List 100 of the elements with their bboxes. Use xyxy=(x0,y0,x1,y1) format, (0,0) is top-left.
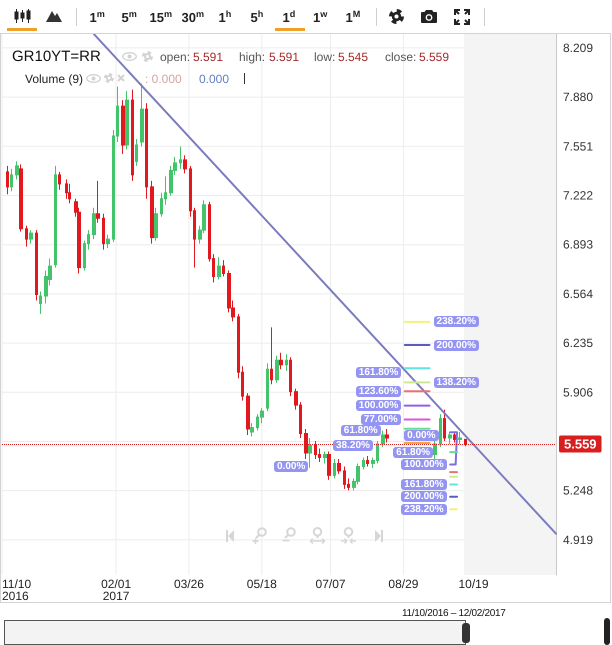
ref-line-label: 5.559 xyxy=(564,436,597,452)
x-tick-label: 03/26 xyxy=(174,577,204,591)
candlestick xyxy=(179,146,182,170)
candlestick xyxy=(308,438,312,468)
candlestick xyxy=(125,90,129,150)
text: GR10YT=RR xyxy=(12,48,101,64)
annotation: low: xyxy=(314,50,336,64)
candlestick xyxy=(275,355,279,384)
candlestick xyxy=(131,89,134,182)
candlestick xyxy=(135,138,138,166)
annotation: : 0.000 xyxy=(145,72,182,86)
candlestick xyxy=(343,466,346,490)
annotation: 61.80% xyxy=(340,425,381,436)
candlestick xyxy=(270,326,273,385)
x-tick-label: 02/01 2017 xyxy=(101,577,132,603)
annotation: 138.20% xyxy=(434,376,479,388)
candlestick xyxy=(25,225,28,248)
candlestick xyxy=(217,256,221,280)
candlestick xyxy=(250,422,254,438)
candlestick xyxy=(29,230,33,244)
candlestick xyxy=(102,213,105,250)
annotation: 5.559 xyxy=(419,50,450,64)
y-tick-label: 6.235 xyxy=(563,336,594,350)
text: 15$^{m}$ xyxy=(150,9,172,24)
y-tick-label: 7.880 xyxy=(563,90,594,104)
candlestick xyxy=(246,392,250,436)
candlestick xyxy=(279,352,283,370)
candlestick xyxy=(439,414,442,448)
x-tick-label: 10/19 xyxy=(458,577,489,591)
text: 5$^{h}$ xyxy=(250,9,264,24)
x-tick-label: 05/18 xyxy=(246,577,278,591)
candlestick xyxy=(35,230,38,301)
x-tick-label: 08/29 xyxy=(388,577,419,591)
text: 30$^{m}$ xyxy=(182,9,204,24)
y-tick-label: 8.209 xyxy=(563,40,594,55)
x-tick-label: 11/10 2016 xyxy=(2,577,32,603)
candlestick xyxy=(96,180,100,224)
annotation: 100.00% xyxy=(356,400,402,412)
candlestick xyxy=(448,432,452,445)
candlestick xyxy=(68,183,71,204)
text: 1$^{d}$ xyxy=(282,9,296,24)
candlestick xyxy=(54,165,57,268)
y-tick-label: 5.248 xyxy=(563,484,594,498)
candlestick xyxy=(183,154,187,174)
annotation: 0.00% xyxy=(404,430,438,441)
x-tick-label: 07/07 xyxy=(316,577,346,591)
candlestick xyxy=(65,178,68,200)
candlestick xyxy=(15,160,19,180)
annotation: 100.00% xyxy=(401,458,447,470)
candlestick xyxy=(458,432,462,445)
annotation: 123.60% xyxy=(356,386,402,397)
candlestick xyxy=(443,409,446,442)
candlestick xyxy=(333,458,336,479)
candlestick xyxy=(381,430,385,448)
text: 5$^{m}$ xyxy=(122,9,137,24)
candlestick xyxy=(10,168,13,192)
annotation: 0.00% xyxy=(274,460,308,472)
y-tick-label: 4.919 xyxy=(563,532,594,547)
candlestick xyxy=(6,165,9,195)
candlestick xyxy=(323,450,327,464)
candlestick xyxy=(145,102,148,200)
candlestick xyxy=(150,180,154,244)
candlestick xyxy=(285,354,288,372)
annotation: 5.591 xyxy=(193,50,224,64)
annotation: 161.80% xyxy=(401,479,447,490)
candlestick xyxy=(154,207,158,242)
candlestick xyxy=(289,356,292,397)
annotation: 238.20% xyxy=(401,504,447,515)
y-tick-label: 7.222 xyxy=(563,188,594,202)
text: 11/10/2016 – 12/02/2017 xyxy=(402,608,506,619)
annotation: 77.00% xyxy=(360,414,401,425)
text: 1$^{m}$ xyxy=(90,9,105,24)
candlestick xyxy=(366,455,369,467)
y-tick-label: 6.564 xyxy=(563,286,594,301)
annotation: high: xyxy=(239,50,266,64)
candlestick xyxy=(433,440,437,460)
y-tick-label: 5.906 xyxy=(563,385,594,400)
annotation: 200.00% xyxy=(434,340,479,351)
candlestick xyxy=(106,234,110,249)
y-tick-label: 6.893 xyxy=(563,238,594,252)
annotation: 5.591 xyxy=(269,50,300,64)
annotation: 161.80% xyxy=(356,366,402,378)
candlestick xyxy=(327,450,331,480)
annotation: 5.545 xyxy=(338,50,368,64)
annotation: 61.80% xyxy=(393,446,434,458)
candlestick xyxy=(121,100,125,154)
text: 1$^{M}$ xyxy=(346,9,360,24)
candlestick xyxy=(19,164,23,232)
annotation: open: xyxy=(160,50,190,64)
candlestick xyxy=(337,458,341,474)
candlestick xyxy=(39,290,42,314)
annotation: 38.20% xyxy=(333,440,373,450)
annotation: Volume (9) xyxy=(25,72,84,86)
y-tick-label: 7.551 xyxy=(563,139,594,154)
candlestick xyxy=(362,456,365,470)
annotation: 0.000 xyxy=(199,72,230,86)
candlestick xyxy=(266,362,269,412)
text: 1$^{w}$ xyxy=(313,9,328,24)
candlestick xyxy=(222,260,225,278)
annotation: 238.20% xyxy=(434,316,479,328)
